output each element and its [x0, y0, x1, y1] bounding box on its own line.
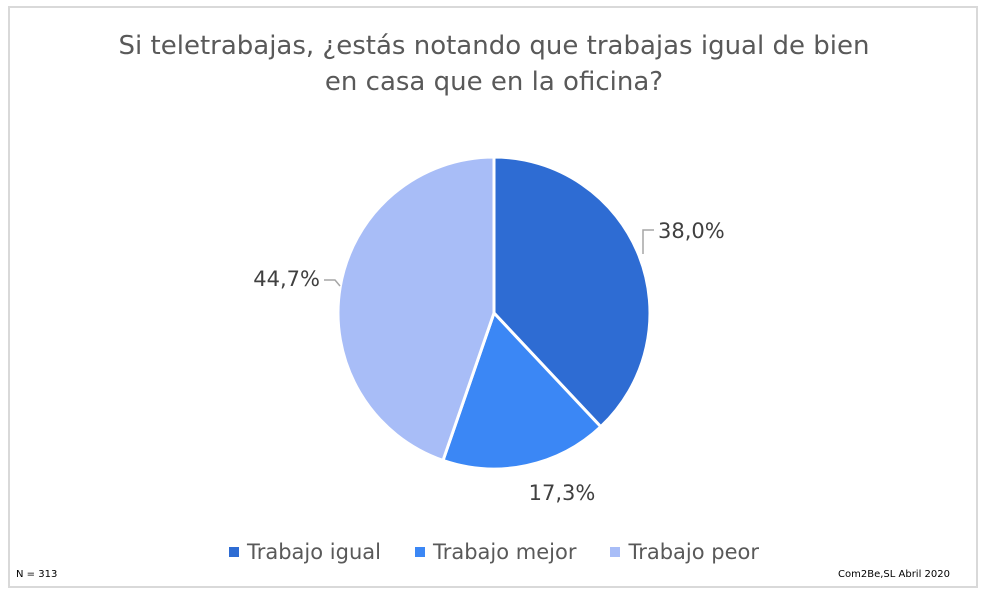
- legend-swatch: [228, 547, 239, 557]
- legend-item-trabajo-mejor: Trabajo mejor: [414, 540, 577, 564]
- legend-item-trabajo-peor: Trabajo peor: [610, 540, 759, 564]
- leader-line-trabajo-peor: [324, 279, 341, 287]
- pie-slice-trabajo-igual: [492, 155, 652, 429]
- chart-title-line-1: Si teletrabajas, ¿estás notando que trab…: [118, 31, 870, 61]
- legend-label: Trabajo mejor: [432, 540, 577, 564]
- pie-slice-trabajo-peor: [336, 155, 496, 463]
- chart-title: Si teletrabajas, ¿estás notando que trab…: [0, 28, 988, 100]
- source-note: Com2Be,SL Abril 2020: [838, 569, 950, 580]
- pie-slice-trabajo-mejor: [441, 310, 603, 471]
- data-label-trabajo-igual: 38,0%: [658, 219, 725, 243]
- data-label-trabajo-mejor: 17,3%: [529, 481, 596, 505]
- sample-size-note: N = 313: [16, 569, 58, 580]
- legend-swatch: [414, 547, 425, 557]
- leader-line-trabajo-igual: [642, 229, 654, 254]
- legend-swatch: [610, 547, 621, 557]
- legend-item-trabajo-igual: Trabajo igual: [228, 540, 381, 564]
- chart-legend: Trabajo igual Trabajo mejor Trabajo peor: [0, 540, 988, 564]
- data-label-trabajo-peor: 44,7%: [253, 267, 320, 291]
- chart-title-line-2: en casa que en la oficina?: [324, 67, 664, 97]
- legend-label: Trabajo peor: [628, 540, 760, 564]
- legend-label: Trabajo igual: [246, 540, 381, 564]
